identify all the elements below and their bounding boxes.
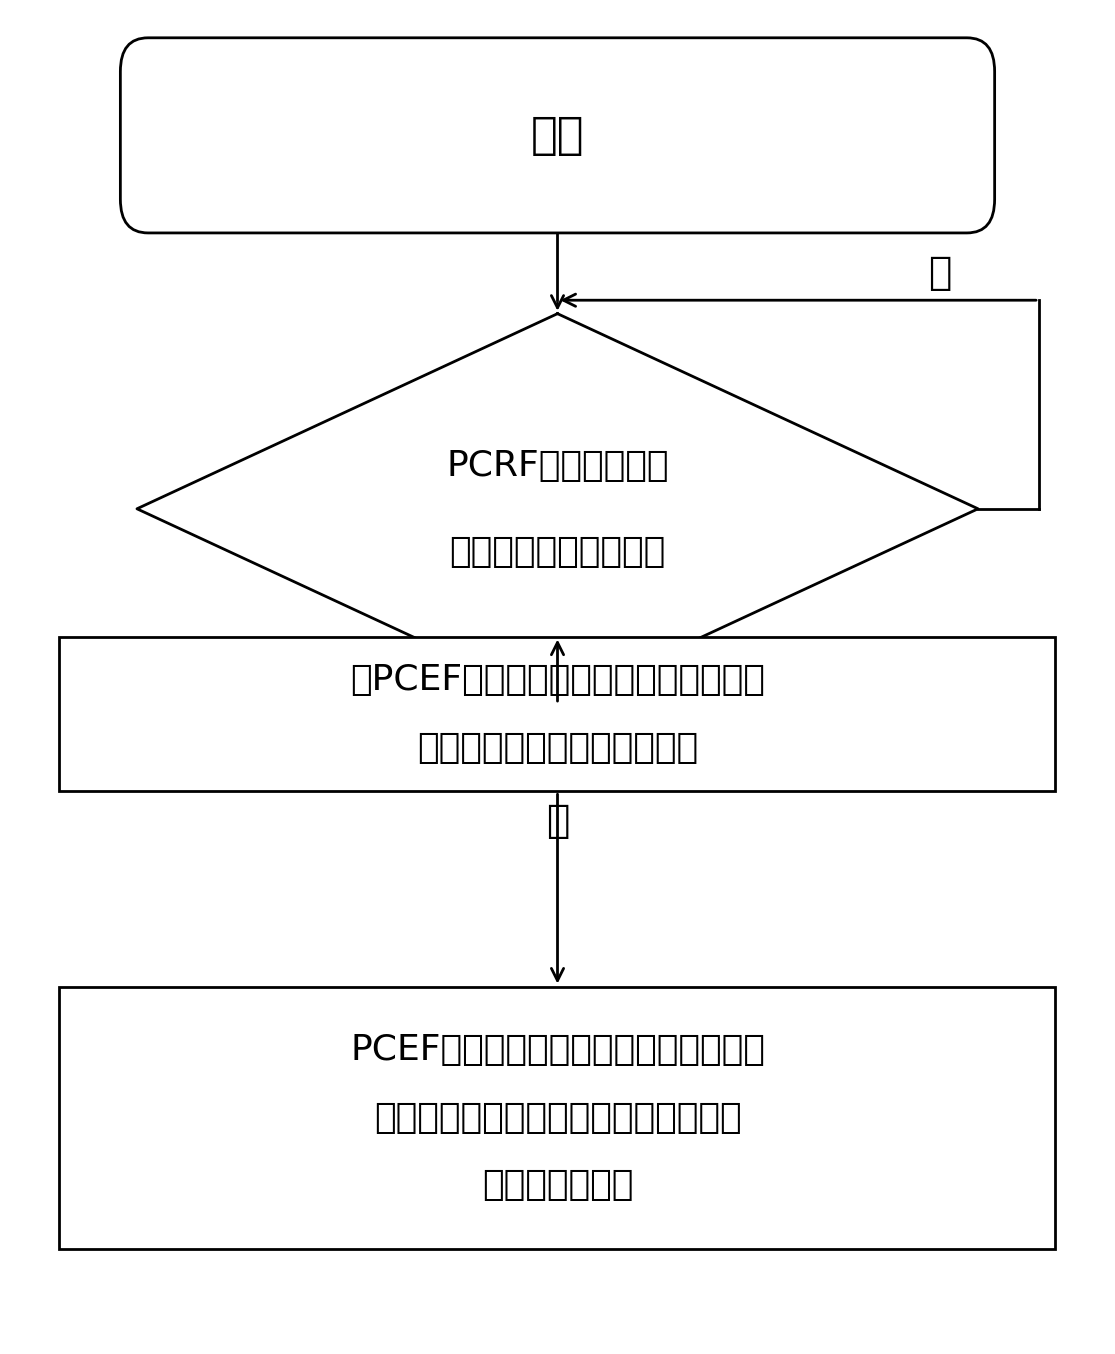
FancyBboxPatch shape [120, 38, 995, 233]
Text: 满足计费策略切换条件: 满足计费策略切换条件 [449, 535, 666, 569]
Text: PCEF收到上述通知消息后，按照上述切: PCEF收到上述通知消息后，按照上述切 [350, 1033, 765, 1067]
Text: 该用户进行计费: 该用户进行计费 [482, 1169, 633, 1202]
Bar [59, 987, 1056, 1248]
Text: PCRF在判断出用户: PCRF在判断出用户 [446, 448, 669, 483]
Text: 否: 否 [928, 255, 951, 292]
Bar [59, 636, 1056, 791]
Text: 开始: 开始 [531, 114, 584, 157]
Text: 切换后的计费策略及计费地址: 切换后的计费策略及计费地址 [417, 731, 698, 765]
Text: 换后的计费策略选择相应的计费地址对: 换后的计费策略选择相应的计费地址对 [374, 1101, 741, 1135]
Text: 向PCEF发送通知消息，其中携带对应的: 向PCEF发送通知消息，其中携带对应的 [350, 663, 765, 697]
Text: 是: 是 [546, 802, 569, 839]
